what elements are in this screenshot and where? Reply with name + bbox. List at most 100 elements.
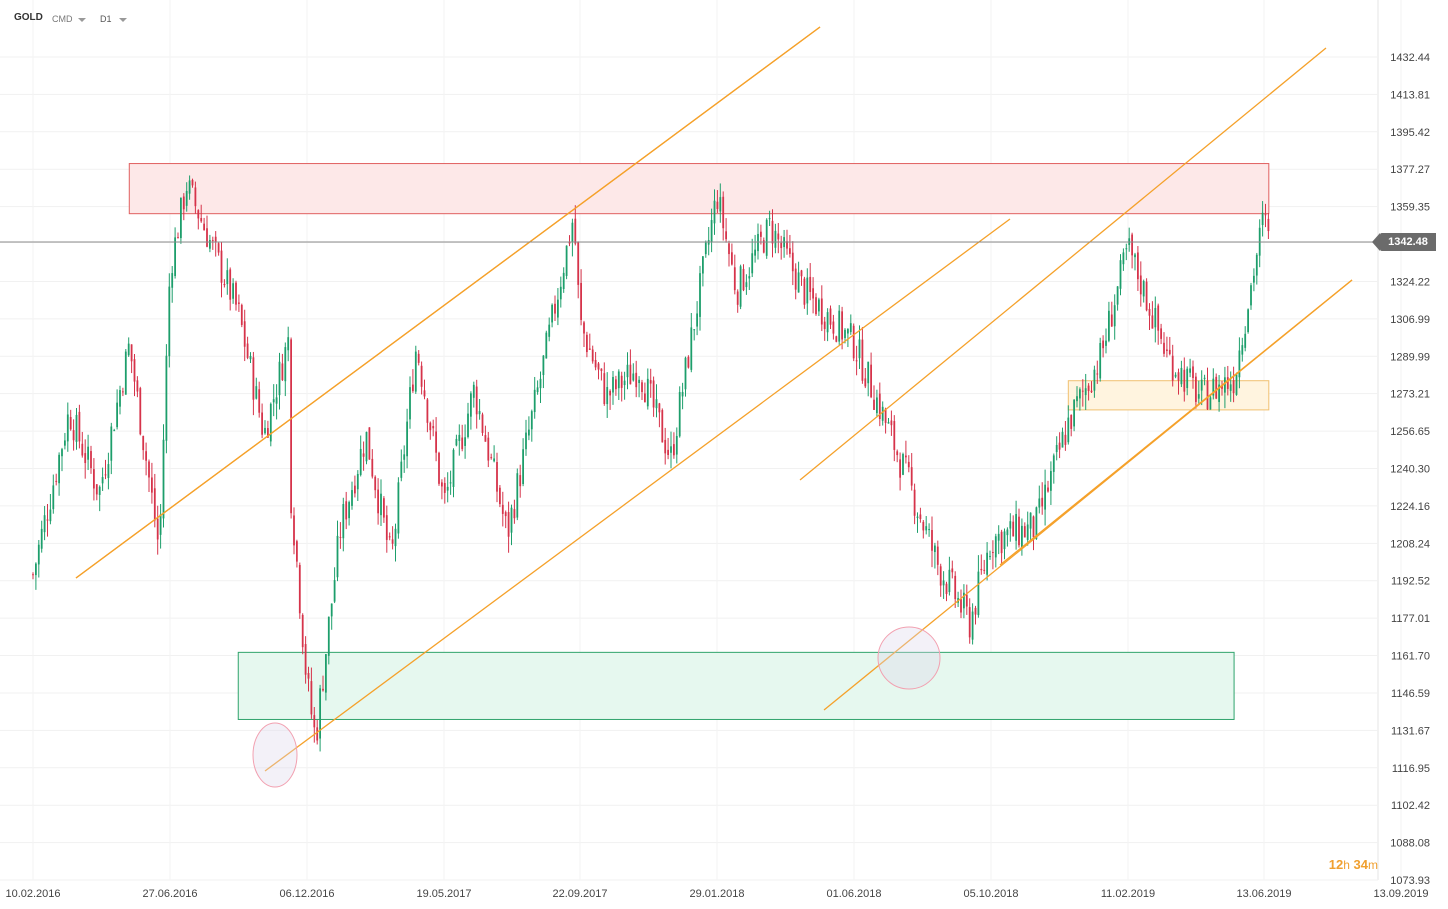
candle-body [58, 454, 60, 484]
candle-body [812, 288, 814, 299]
candle-body [983, 569, 986, 571]
candle-body [803, 278, 806, 305]
candle-body [974, 607, 977, 615]
timeframe-label[interactable]: D1 [100, 14, 112, 24]
x-tick-label: 27.06.2016 [142, 888, 197, 900]
candle-body [762, 240, 765, 253]
candle-body [1226, 377, 1229, 389]
candle-body [281, 363, 284, 381]
candle-body [426, 399, 429, 423]
candle-body [406, 421, 408, 457]
candle-body [919, 514, 922, 520]
y-tick-label: 1377.27 [1390, 164, 1430, 176]
market-label[interactable]: CMD [52, 14, 73, 24]
y-tick-label: 1395.42 [1390, 127, 1430, 139]
candle-body [258, 389, 261, 413]
candle-body [670, 446, 672, 453]
candle-body [1250, 285, 1252, 306]
y-tick-label: 1240.30 [1390, 463, 1430, 475]
candle-body [687, 356, 690, 368]
candle-body [910, 467, 913, 486]
candle-body [1058, 442, 1061, 450]
trendline [264, 218, 1011, 772]
candle-body [493, 458, 495, 462]
candle-body [1084, 388, 1087, 396]
candle-body [1038, 498, 1041, 508]
candle-body [1047, 487, 1049, 492]
candle-body [1070, 414, 1073, 429]
candle-body [130, 344, 133, 362]
candle-body [878, 393, 881, 420]
candle-body [519, 475, 522, 487]
x-tick-label: 13.06.2019 [1236, 888, 1291, 900]
candle-timer: 12h 34m [1329, 857, 1378, 872]
y-tick-label: 1131.67 [1391, 725, 1430, 737]
candle-body [896, 451, 899, 456]
candle-body [1061, 431, 1064, 448]
candle-body [397, 482, 400, 534]
candle-body [75, 414, 78, 442]
candle-body [388, 536, 391, 538]
candle-body [716, 201, 719, 209]
candle-body [826, 312, 829, 333]
candle-body [98, 486, 101, 495]
candle-body [342, 504, 345, 539]
candle-body [472, 384, 475, 398]
candle-body [522, 449, 524, 485]
candle-body [568, 241, 571, 244]
candle-body [887, 422, 890, 424]
candle-body [835, 336, 838, 342]
candle-body [449, 482, 452, 484]
candle-body [1105, 340, 1107, 346]
candle-body [629, 364, 632, 385]
candle-body [458, 434, 461, 441]
candle-body [548, 324, 551, 337]
candle-body [127, 343, 130, 356]
candle-body [1079, 389, 1081, 399]
symbol-label[interactable]: GOLD [14, 12, 43, 23]
candle-body [438, 452, 440, 484]
candle-body [594, 359, 597, 368]
candle-body [301, 614, 304, 648]
candle-body [986, 552, 988, 575]
candle-body [206, 228, 208, 247]
candle-body [751, 253, 754, 274]
timeframe-chevron-down-icon[interactable] [119, 18, 127, 22]
candle-body [420, 365, 423, 387]
candle-body [696, 313, 698, 327]
candle-body [1232, 380, 1235, 394]
candle-body [820, 298, 823, 325]
candle-body [403, 454, 406, 460]
candle-body [533, 389, 536, 413]
candle-body [249, 356, 252, 360]
candle-body [174, 237, 176, 277]
candle-body [1006, 529, 1009, 536]
candle-body [1166, 349, 1168, 352]
candle-body [322, 688, 324, 691]
candle-body [1157, 305, 1160, 331]
candle-body [774, 230, 777, 248]
x-tick-label: 13.09.2019 [1373, 888, 1428, 900]
candle-body [61, 449, 63, 457]
candle-body [304, 644, 307, 675]
timer-h-unit: h [1343, 858, 1350, 872]
candle-body [246, 343, 249, 358]
candle-body [936, 546, 939, 565]
candle-body [185, 190, 188, 206]
grid-lines [0, 0, 1402, 881]
candle-body [1122, 252, 1125, 265]
candle-body [1215, 376, 1218, 399]
candle-body [562, 272, 565, 290]
candle-body [1113, 305, 1116, 327]
candle-body [107, 464, 110, 479]
candle-body [658, 403, 661, 413]
candle-body [1267, 218, 1270, 232]
candle-body [1125, 248, 1128, 250]
candle-body [348, 502, 350, 519]
market-chevron-down-icon[interactable] [78, 18, 86, 22]
candle-body [1076, 396, 1078, 402]
y-tick-label: 1273.21 [1390, 389, 1430, 401]
candle-body [667, 449, 669, 455]
candle-body [209, 240, 211, 249]
